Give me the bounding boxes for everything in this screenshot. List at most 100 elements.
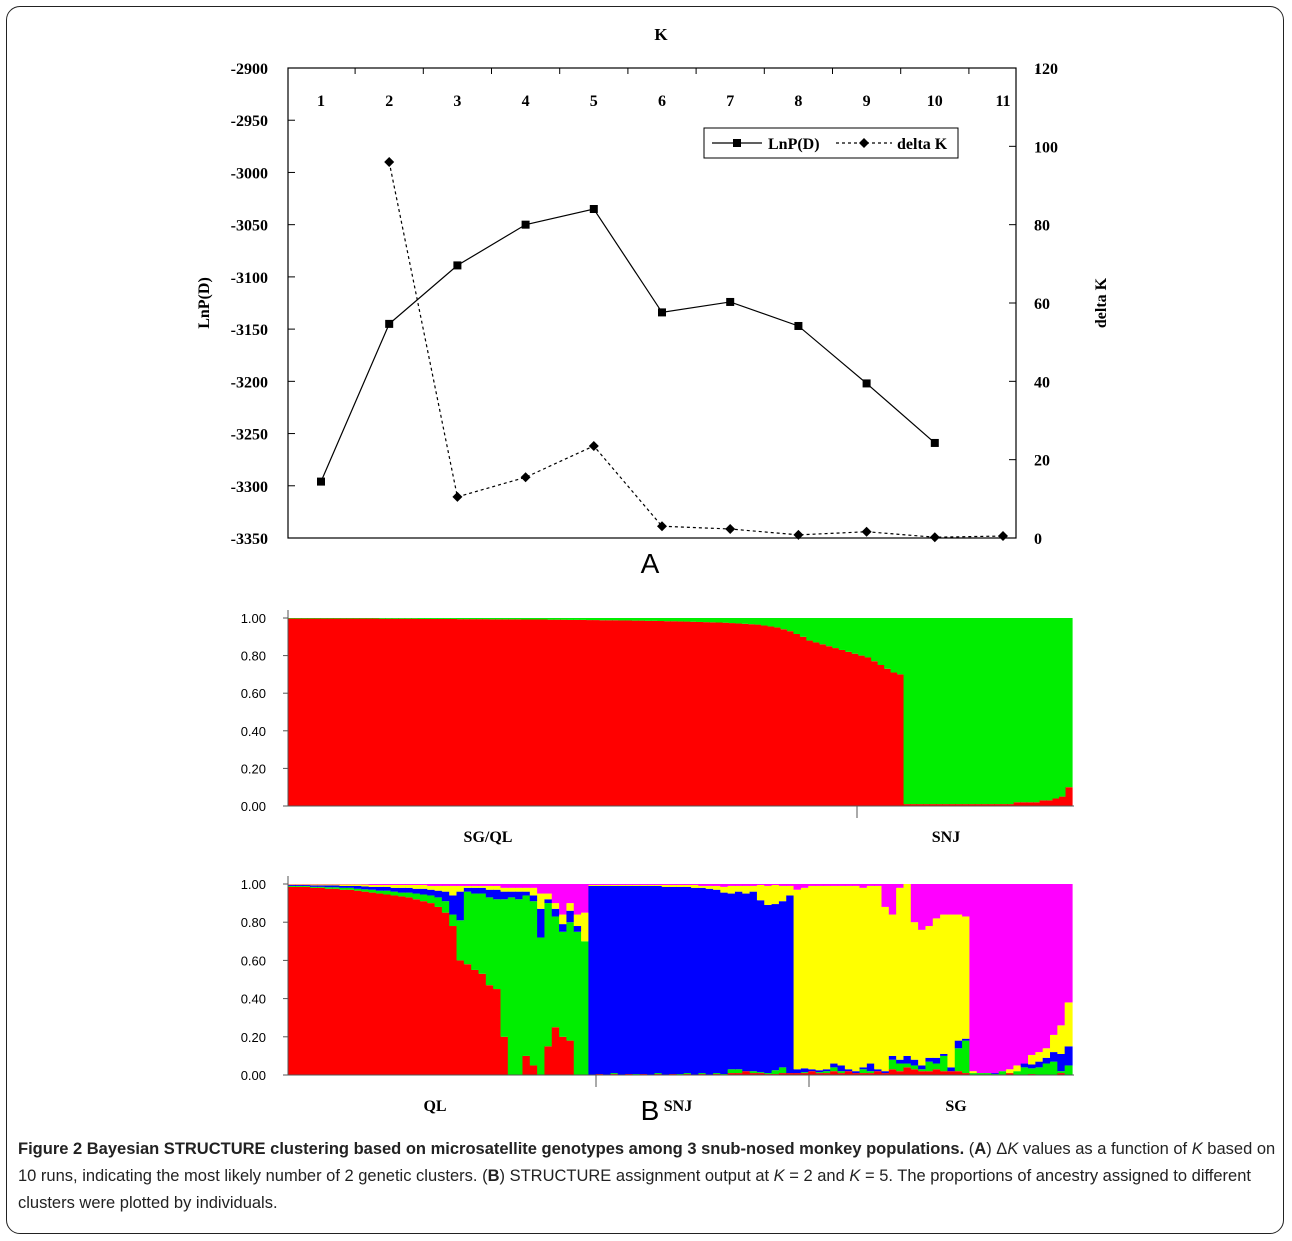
ancestry-segment — [998, 1071, 1007, 1075]
ancestry-segment — [1013, 802, 1021, 806]
ancestry-segment — [405, 897, 414, 1075]
ancestry-segment — [639, 885, 648, 1075]
ancestry-segment — [397, 892, 406, 897]
ancestry-segment — [888, 1055, 897, 1060]
ancestry-segment — [383, 886, 392, 891]
x-tick-label: 8 — [794, 93, 802, 110]
ancestry-segment — [405, 884, 414, 885]
ancestry-segment — [566, 910, 575, 923]
ancestry-segment — [449, 885, 458, 896]
ancestry-segment — [1028, 1064, 1036, 1069]
ancestry-segment — [313, 618, 321, 806]
ancestry-segment — [515, 891, 524, 900]
ancestry-segment — [493, 884, 502, 886]
caption-k: K — [773, 1167, 785, 1185]
ancestry-segment — [1042, 1048, 1051, 1058]
ancestry-segment — [427, 889, 436, 896]
ancestry-segment — [910, 922, 919, 1060]
ancestry-segment — [808, 885, 817, 1070]
ancestry-segment — [320, 618, 328, 619]
ancestry-segment — [573, 926, 582, 932]
right-tick-label: 120 — [1034, 61, 1058, 78]
ancestry-segment — [469, 618, 477, 620]
ancestry-segment — [522, 895, 531, 1056]
ancestry-segment — [976, 1073, 985, 1075]
ancestry-segment — [309, 886, 318, 888]
deltak-point — [998, 531, 1008, 542]
ancestry-segment — [617, 884, 626, 886]
ancestry-segment — [948, 804, 956, 806]
ancestry-segment — [566, 884, 575, 904]
caption-k: K — [1007, 1140, 1019, 1158]
ancestry-segment — [507, 887, 516, 892]
left-tick-label: -3050 — [231, 218, 268, 235]
ancestry-segment — [866, 885, 875, 1064]
ancestry-segment — [471, 887, 480, 894]
ancestry-segment — [793, 618, 801, 634]
ancestry-segment — [390, 891, 399, 896]
ancestry-segment — [947, 1071, 956, 1075]
ancestry-segment — [581, 884, 590, 913]
ancestry-segment — [1028, 1054, 1036, 1065]
panel-a-x-ticks: 1 2 3 4 5 6 7 8 9 10 11 — [317, 68, 1038, 110]
ancestry-segment — [579, 619, 587, 806]
ancestry-segment — [478, 893, 487, 974]
ancestry-segment — [925, 1071, 934, 1075]
ancestry-segment — [514, 618, 522, 620]
ancestry-segment — [864, 657, 872, 806]
ancestry-segment — [932, 1069, 941, 1075]
ancestry-segment — [918, 884, 927, 930]
panel-a-x-axis-label: K — [654, 25, 668, 44]
ancestry-segment — [851, 618, 859, 654]
ancestry-segment — [1052, 618, 1060, 799]
ancestry-segment — [974, 618, 982, 805]
ancestry-segment — [654, 884, 663, 886]
ancestry-segment — [837, 1071, 846, 1074]
ancestry-segment — [1020, 802, 1028, 806]
ancestry-segment — [754, 624, 762, 806]
ancestry-segment — [411, 618, 419, 806]
ancestry-segment — [756, 884, 765, 901]
ancestry-segment — [1064, 1002, 1073, 1047]
ancestry-segment — [749, 885, 758, 892]
deltak-point — [588, 440, 599, 451]
ancestry-segment — [333, 618, 341, 619]
ancestry-segment — [749, 1071, 758, 1074]
ancestry-segment — [346, 885, 355, 888]
ancestry-segment — [884, 618, 892, 669]
ancestry-segment — [617, 884, 626, 885]
ancestry-segment — [742, 885, 751, 894]
ancestry-segment — [566, 1040, 575, 1075]
ancestry-segment — [383, 884, 392, 885]
ancestry-segment — [929, 804, 937, 806]
ancestry-segment — [1000, 804, 1008, 806]
ancestry-segment — [1026, 618, 1034, 803]
ancestry-segment — [637, 620, 645, 806]
ancestry-segment — [940, 1053, 949, 1056]
ancestry-segment — [449, 895, 458, 915]
ancestry-segment — [815, 885, 824, 1071]
ancestry-segment — [793, 633, 801, 806]
ancestry-segment — [987, 804, 995, 806]
ancestry-segment — [493, 899, 502, 990]
ancestry-segment — [683, 618, 691, 622]
ancestry-segment — [430, 618, 438, 619]
ancestry-segment — [1033, 802, 1041, 806]
ancestry-segment — [874, 884, 883, 886]
ancestry-segment — [786, 631, 794, 806]
ancestry-segment — [987, 618, 995, 805]
ancestry-segment — [419, 894, 428, 902]
ancestry-segment — [361, 884, 370, 887]
ancestry-segment — [1042, 1063, 1051, 1075]
ancestry-segment — [756, 1072, 765, 1074]
ancestry-segment — [749, 891, 758, 1072]
ancestry-segment — [871, 661, 879, 806]
ancestry-segment — [307, 618, 315, 806]
ancestry-segment — [771, 884, 780, 905]
ancestry-segment — [529, 1065, 538, 1075]
ancestry-segment — [495, 618, 503, 620]
x-tick-label: 4 — [522, 93, 530, 110]
ancestry-segment — [825, 618, 833, 647]
ancestry-segment — [449, 618, 458, 619]
ancestry-segment — [910, 1065, 919, 1070]
